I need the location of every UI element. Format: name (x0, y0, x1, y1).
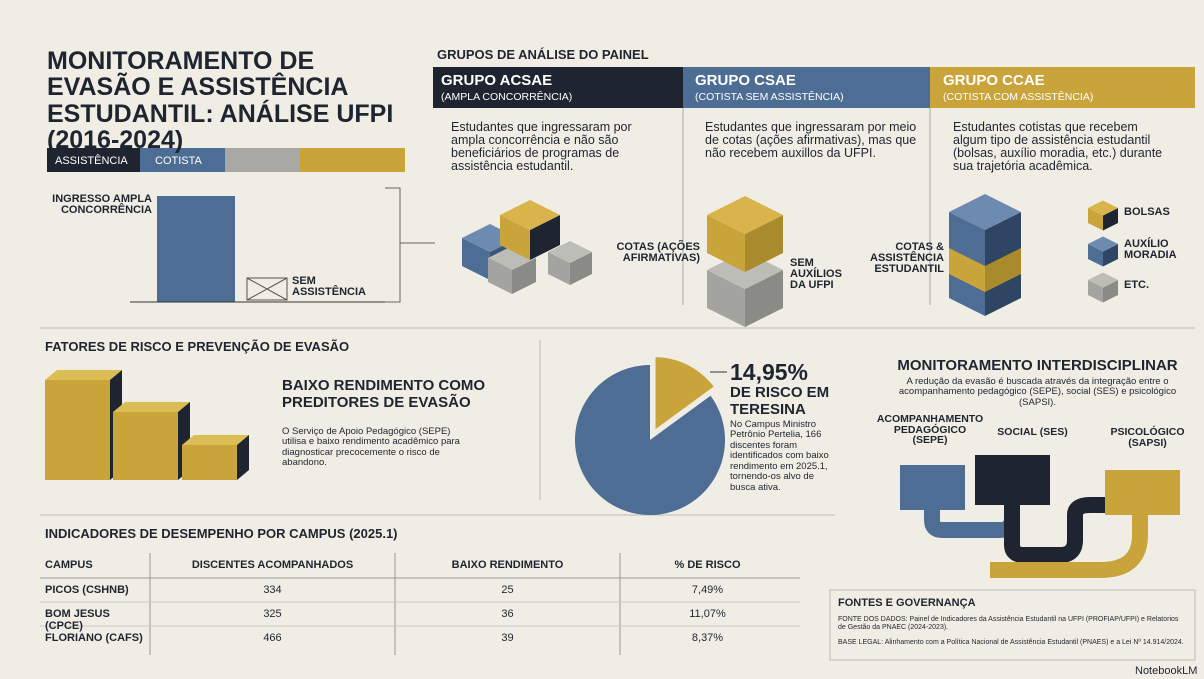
group-header (683, 67, 930, 108)
bracket (385, 187, 435, 303)
cube-top (1088, 236, 1118, 252)
legend-label: BOLSAS (1124, 206, 1170, 218)
title: MONITORAMENTO DE EVASÃO E ASSISTÊNCIA ES… (47, 47, 394, 154)
section-title: MONITORAMENTO INTERDISCIPLINAR (897, 357, 1178, 374)
step (113, 412, 178, 480)
step-top (45, 370, 122, 380)
legend-label: AUXÍLIO MORADIA (1124, 238, 1177, 261)
group-description: Estudantes cotistas que recebem algum ti… (953, 120, 1163, 174)
step-top (182, 435, 249, 445)
table-header: % DE RISCO (674, 559, 741, 571)
sources-box (829, 589, 1196, 661)
block (900, 465, 965, 510)
pie-slice (653, 355, 717, 434)
legend-swatch (47, 148, 140, 172)
table-cell: FLORIANO (CAFS) (45, 632, 143, 644)
bar (157, 196, 235, 302)
cube-top (548, 241, 592, 263)
legend-swatch (300, 148, 405, 172)
cube-top (949, 194, 1021, 230)
section-title: FATORES DE RISCO E PREVENÇÃO DE EVASÃO (45, 339, 350, 354)
source-text: FONTE DOS DADOS: Painel de Indicadores d… (838, 616, 1179, 632)
group-name: GRUPO ACSAE (441, 72, 553, 89)
pie-slice (574, 365, 725, 515)
watermark: NotebookLM (1135, 665, 1198, 677)
block (1105, 470, 1180, 515)
cube-label: SEM AUXÍLIOS DA UFPI (790, 257, 842, 291)
connector (1004, 497, 1105, 563)
section-title: FONTES E GOVERNANÇA (838, 597, 976, 609)
bar-label: SEM ASSISTÊNCIA (292, 275, 366, 298)
section-title: GRUPOS DE ANÁLISE DO PAINEL (437, 47, 649, 62)
block (975, 455, 1050, 505)
table-cell: 11,07% (689, 608, 726, 620)
cube-top (500, 200, 560, 230)
cube-label: COTAS (AÇÕES AFIRMATIVAS) (616, 241, 700, 264)
cube-top (707, 196, 783, 234)
paragraph: A redução da evasão é buscada através da… (898, 376, 1177, 408)
table-cell: 25 (501, 584, 514, 596)
table-cell: 39 (501, 632, 514, 644)
group-subtitle: (COTISTA COM ASSISTÊNCIA) (943, 91, 1094, 103)
table-cell: 334 (263, 584, 282, 596)
step-top (113, 402, 190, 412)
legend-label: COTISTA (155, 155, 202, 167)
group-subtitle: (COTISTA SEM ASSISTÊNCIA) (695, 91, 844, 103)
block-label: PSICOLÓGICO (SAPSI) (1110, 426, 1185, 449)
table-header: CAMPUS (45, 559, 93, 571)
table-cell: PICOS (CSHNB) (45, 584, 129, 596)
table-cell: 7,49% (691, 584, 724, 596)
step (45, 380, 110, 480)
empty-bar (246, 277, 288, 301)
group-subtitle: (AMPLA CONCORRÊNCIA) (441, 91, 573, 103)
cube-label: COTAS & ASSISTÊNCIA ESTUDANTIL (870, 241, 944, 275)
table-cell: 466 (263, 632, 282, 644)
block-label: ACOMPANHAMENTO PEDAGÓGICO (SEPE) (876, 413, 984, 446)
connector (990, 515, 1148, 578)
cube-top (1088, 200, 1118, 216)
legend-swatch (140, 148, 225, 172)
legend-label: ETC. (1124, 279, 1150, 291)
bar-label: INGRESSO AMPLA CONCORRÊNCIA (52, 193, 152, 216)
table-cell: 325 (263, 608, 282, 620)
legend-swatch (225, 148, 300, 172)
table-header: BAIXO RENDIMENTO (451, 559, 564, 571)
heading: BAIXO RENDIMENTO COMO PREDITORES DE EVAS… (282, 377, 486, 411)
legend-label: ASSISTÊNCIA (55, 155, 128, 167)
group-name: GRUPO CCAE (943, 72, 1045, 89)
source-text: BASE LEGAL: Alinhamento com a Política N… (838, 639, 1184, 646)
table-cell: 36 (501, 608, 514, 620)
group-description: Estudantes que ingressaram por ampla con… (451, 120, 632, 174)
paragraph: No Campus Ministro Petrônio Pertelia, 16… (730, 419, 829, 493)
value-label: 14,95% (730, 359, 809, 385)
paragraph: O Serviço de Apoio Pedagógico (SEPE) uti… (282, 426, 460, 469)
table-header: DISCENTES ACOMPANHADOS (191, 559, 354, 571)
heading: DE RISCO EM TERESINA (730, 384, 830, 418)
step (182, 445, 237, 480)
cross (246, 277, 288, 301)
table-cell: BOM JESUS (CPCE) (45, 608, 110, 633)
group-header (433, 67, 683, 108)
group-description: Estudantes que ingressaram por meio de c… (705, 120, 917, 161)
group-header (930, 67, 1195, 108)
step-side (237, 435, 249, 480)
group-name: GRUPO CSAE (695, 72, 796, 89)
section-title: INDICADORES DE DESEMPENHO POR CAMPUS (20… (45, 526, 398, 541)
cube-top (1088, 272, 1118, 288)
block-label: SOCIAL (SES) (997, 426, 1068, 438)
table-cell: 8,37% (691, 632, 724, 644)
